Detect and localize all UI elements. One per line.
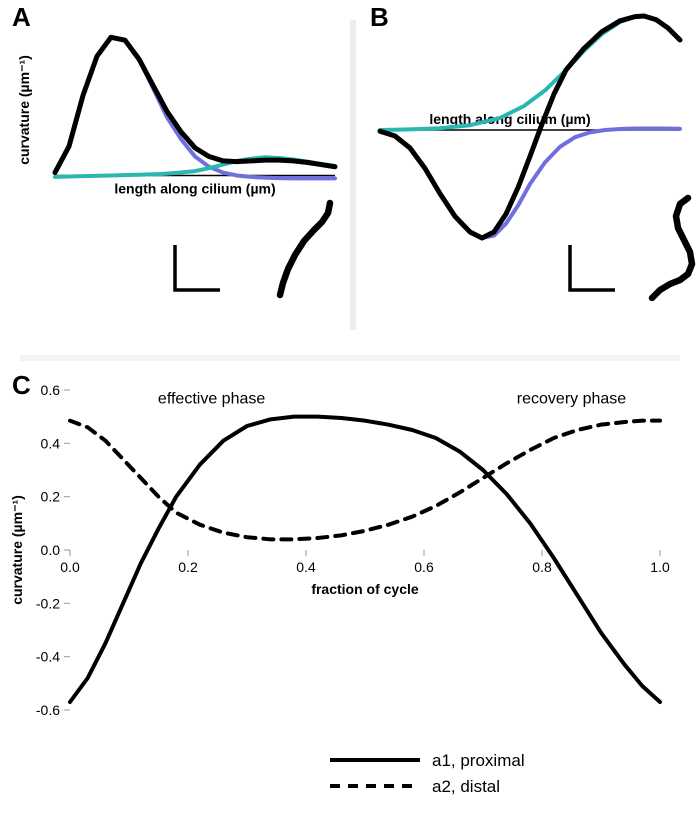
effective-phase-label: effective phase [158,390,265,407]
panel-c-xtick-label: 0.0 [60,559,80,575]
panel-c-ytick-label: 0.4 [41,435,61,451]
panel-c-xtick-label: 0.4 [296,559,316,575]
panel-c-ytick-label: -0.4 [36,649,60,665]
figure-root: A B C curvature (µm⁻¹)length along ciliu… [0,0,700,829]
panel-c-xtick-label: 0.6 [414,559,434,575]
panel-c-ytick-label: 0.2 [41,489,61,505]
panel-c-series-a2 [70,421,660,540]
legend-label-a1: a1, proximal [432,751,525,770]
legend-label-a2: a2, distal [432,777,500,796]
panel-c-ylabel: curvature (µm⁻¹) [9,495,25,605]
panel-c-ytick-label: -0.6 [36,702,60,718]
panel-c-ytick-label: -0.2 [36,595,60,611]
panel-c-xlabel: fraction of cycle [311,581,419,597]
panel-c-series-a1 [70,417,660,702]
panel-c-ytick-label: 0.0 [41,542,61,558]
recovery-phase-label: recovery phase [517,390,626,407]
panel-c-chart: -0.6 -0.4 -0.2 0.0 0.2 0.4 0.6 0.0 0.2 0.4 0.6 0.8 1… [0,0,700,829]
panel-c-ytick-label: 0.6 [41,382,61,398]
panel-c-xtick-label: 1.0 [650,559,670,575]
panel-c-xtick-label: 0.2 [178,559,198,575]
panel-c-xtick-label: 0.8 [532,559,552,575]
